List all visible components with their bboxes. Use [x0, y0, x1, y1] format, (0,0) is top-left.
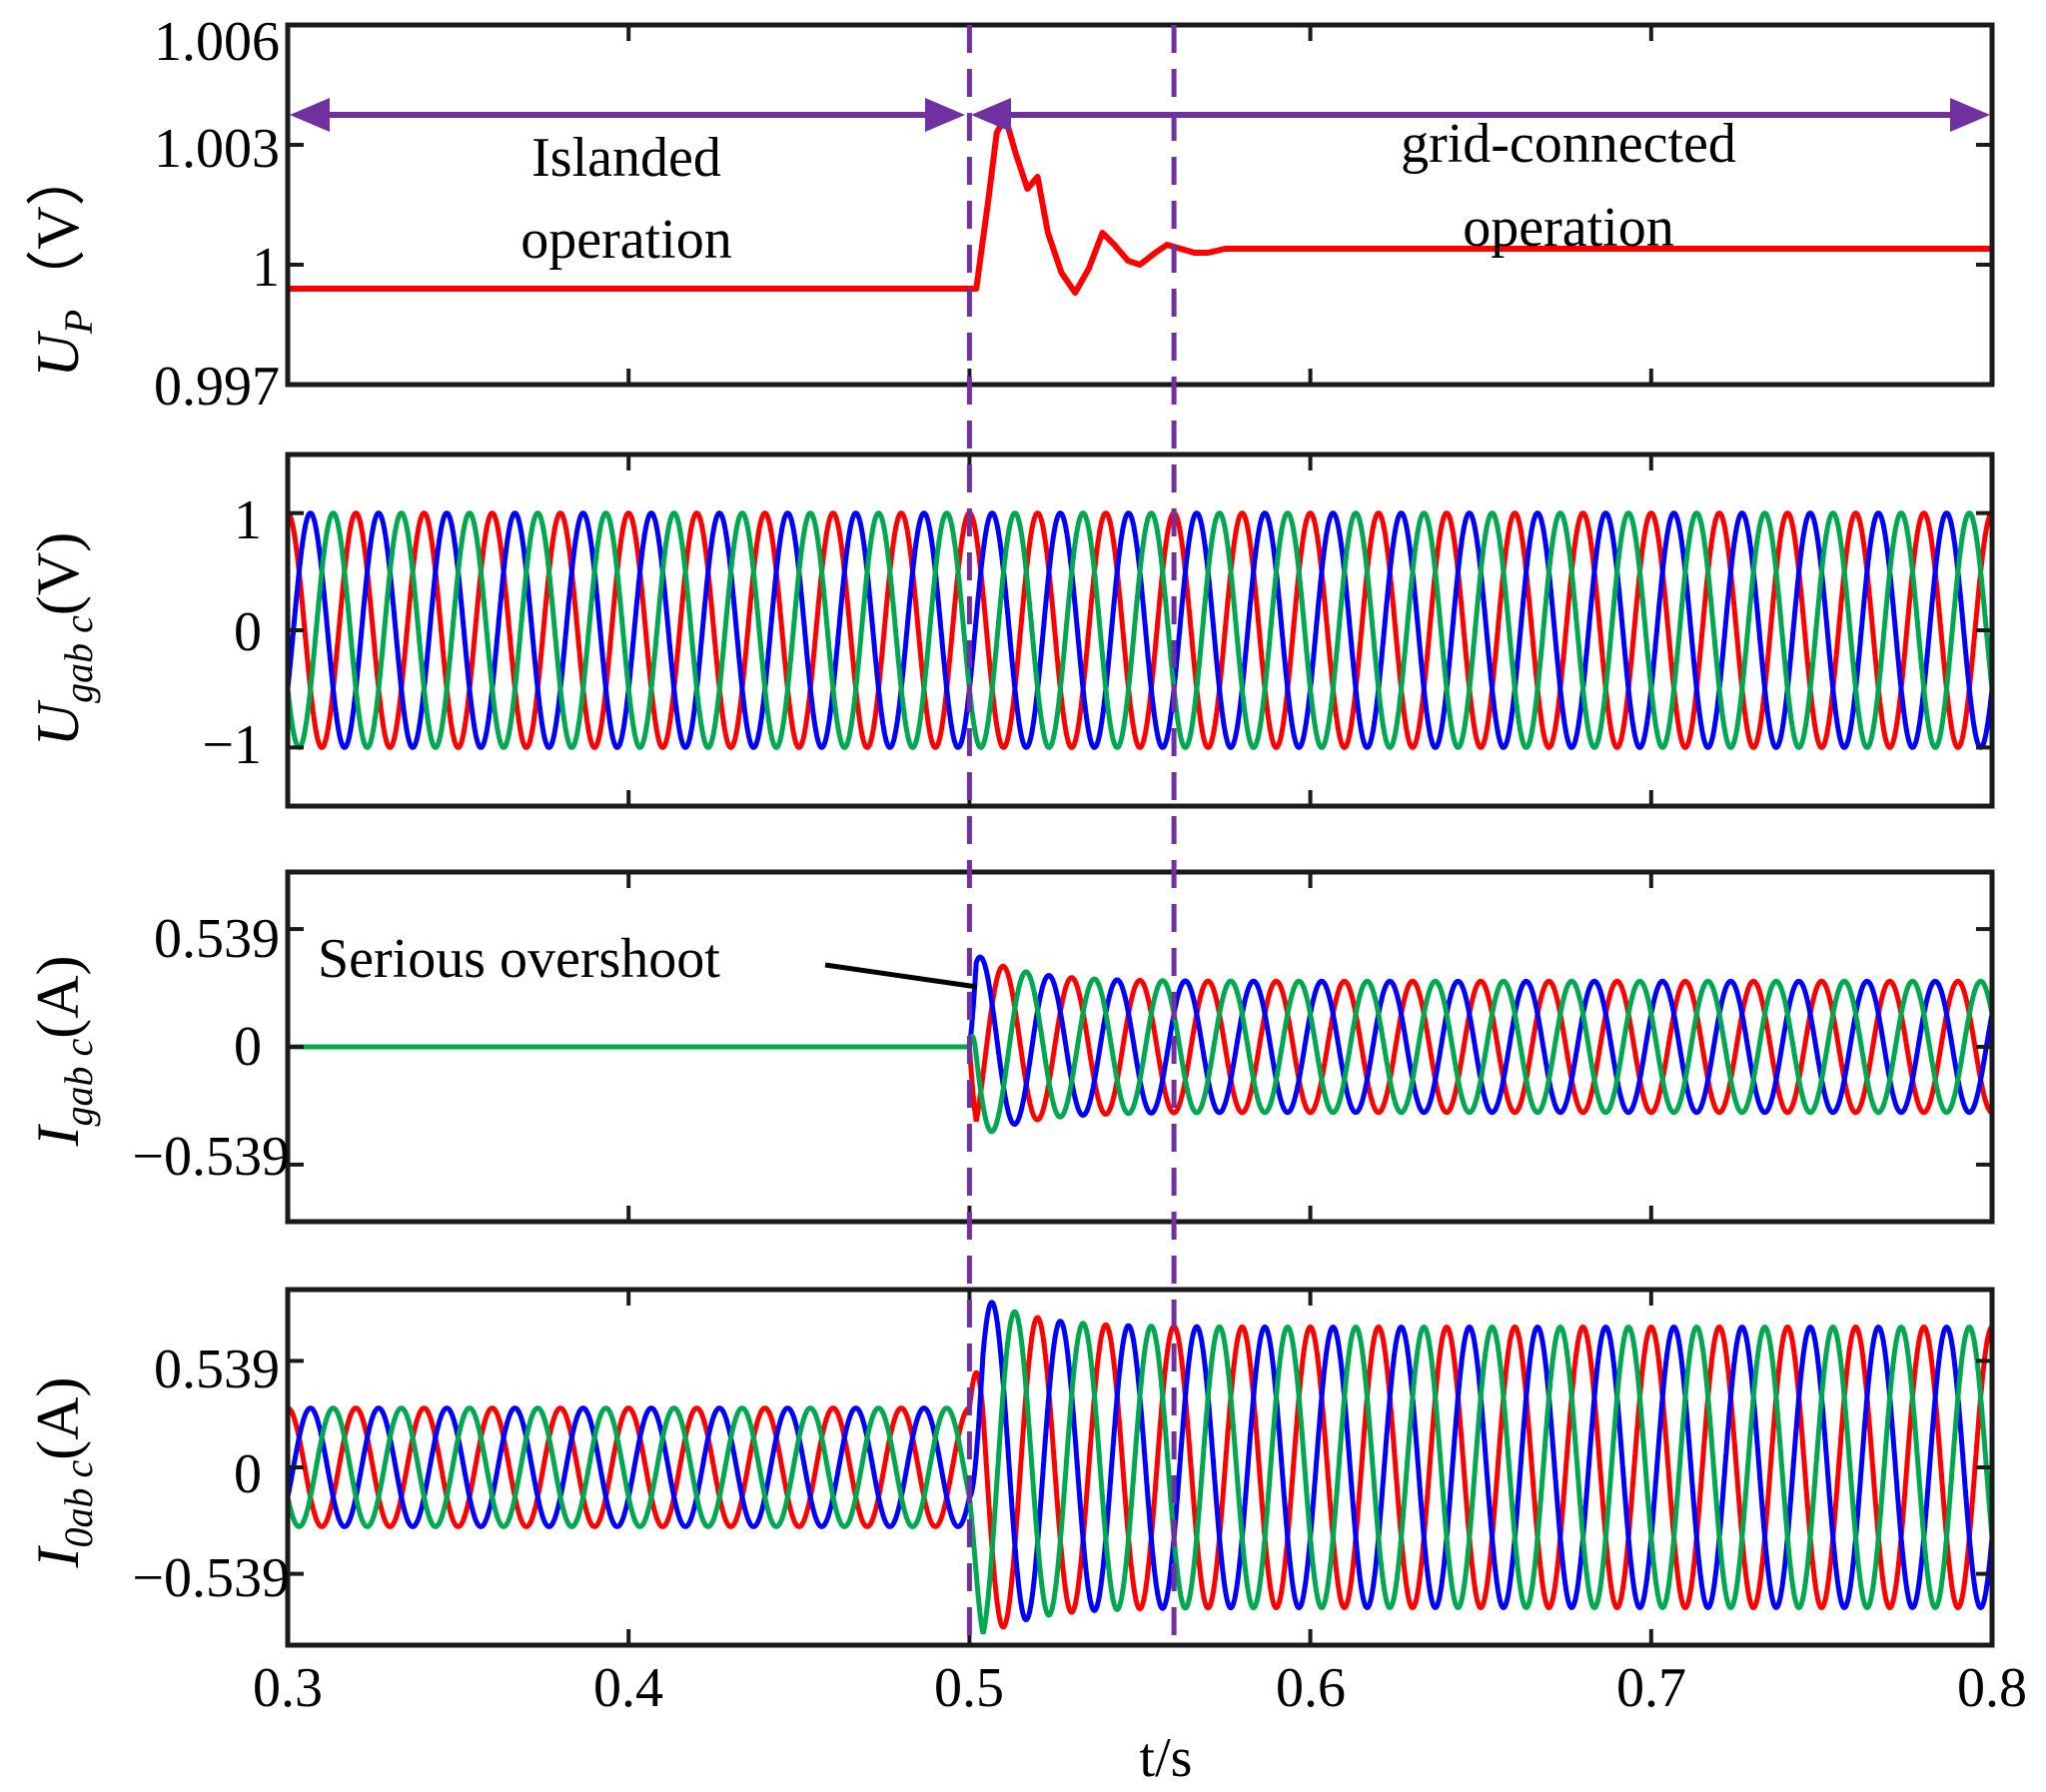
panel-ig-ylabel-main: I — [25, 1124, 91, 1148]
up-series-line — [288, 114, 1992, 296]
panel-i0: −0.539 0 0.539 I0ab c(A) — [25, 1287, 1995, 1648]
x-axis-title: t/s — [1140, 1727, 1193, 1789]
panel-ig-ylabel-unit: (A) — [25, 955, 91, 1038]
panel-i0-ylabel: I0ab c(A) — [25, 1376, 101, 1568]
x-tick-label: 0.7 — [1616, 1657, 1686, 1719]
panel-ig: −0.539 0 0.539 Igab c(A) — [25, 869, 1995, 1225]
panel-ug-ytick-label: −1 — [202, 714, 262, 776]
panel-up-ytick-label: 1.003 — [154, 118, 280, 180]
panel-up-ylabel-unit: （V） — [25, 146, 91, 309]
x-tick-label: 0.5 — [934, 1657, 1004, 1719]
panel-ug-ylabel: Ugab c(V) — [25, 532, 101, 746]
islanded-arrow — [290, 98, 965, 132]
panel-up-ytick-label: 1.006 — [154, 11, 280, 73]
panel-ig-ytick-label: 0.539 — [154, 908, 280, 970]
grid-connected-label-line2: operation — [1463, 197, 1673, 259]
ug-phase-a-line — [288, 510, 1992, 750]
panel-i0-plot — [288, 1300, 1992, 1635]
panel-ig-yticks — [286, 872, 1994, 1222]
panel-up-ytick-label: 0.997 — [154, 356, 280, 418]
panel-ig-ylabel: Igab c(A) — [25, 955, 101, 1147]
panel-i0-ytick-label: 0 — [234, 1443, 262, 1505]
event-markers — [966, 25, 1177, 1645]
x-tick-label: 0.3 — [253, 1657, 323, 1719]
panel-ig-plot — [288, 954, 1992, 1135]
panel-ug-yticks — [286, 454, 1994, 806]
grid-connected-label-line1: grid-connected — [1401, 113, 1736, 175]
panel-i0-ylabel-unit: (A) — [25, 1376, 91, 1459]
panel-ug: −1 0 1 Ugab c(V) — [25, 451, 1995, 809]
x-tick-label: 0.8 — [1957, 1657, 2027, 1719]
panel-up-ylabel: UP（V） — [25, 146, 101, 377]
panel-i0-ytick-label: 0.539 — [154, 1339, 280, 1400]
overshoot-pointer — [824, 962, 978, 990]
islanded-label-line2: operation — [520, 209, 731, 271]
ug-phase-c-line — [288, 510, 1992, 750]
panel-ug-ytick-label: 1 — [234, 489, 262, 551]
panel-ig-ytick-label: 0 — [234, 1016, 262, 1078]
ig-phase-c-line — [288, 969, 1992, 1135]
panel-up: 0.997 1 1.003 1.006 UP（V） — [25, 11, 1995, 418]
panel-up-ylabel-sub: P — [56, 310, 101, 335]
panel-ug-ylabel-main: U — [25, 699, 91, 746]
panel-ug-plot — [288, 510, 1992, 750]
panel-up-ytick-label: 1 — [252, 237, 280, 299]
panel-up-plot — [288, 114, 1992, 296]
panel-ug-ylabel-sub: gab c — [56, 615, 101, 703]
panel-up-ylabel-main: U — [25, 331, 91, 378]
panel-ug-ylabel-unit: (V) — [25, 532, 91, 615]
grid-connected-arrow — [971, 98, 1990, 132]
x-tick-label: 0.6 — [1276, 1657, 1346, 1719]
panel-i0-ylabel-sub: 0ab c — [56, 1460, 101, 1548]
panel-up-frame — [285, 22, 1995, 388]
islanded-label-line1: Islanded — [531, 127, 721, 189]
panel-ig-ylabel-sub: gab c — [56, 1039, 101, 1127]
panel-ug-ytick-label: 0 — [234, 601, 262, 663]
panel-i0-ylabel-main: I — [25, 1545, 91, 1569]
x-tick-label: 0.4 — [593, 1657, 663, 1719]
overshoot-label: Serious overshoot — [318, 928, 720, 990]
panel-up-yticks — [286, 23, 1994, 387]
panel-ig-ytick-label: −0.539 — [132, 1126, 290, 1188]
panel-i0-ytick-label: −0.539 — [132, 1547, 290, 1609]
i0-phase-c-line — [288, 1309, 1992, 1635]
